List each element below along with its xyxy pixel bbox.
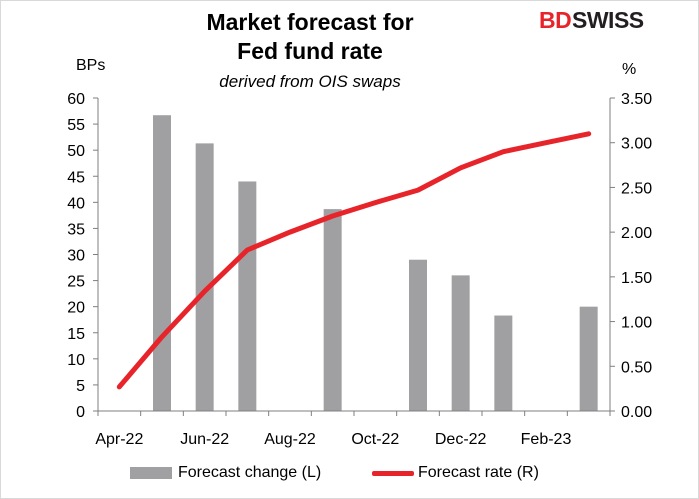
right-tick-label-1: 0.50	[621, 359, 652, 376]
right-tick-label-7: 3.50	[621, 91, 652, 108]
left-tick-label-9: 45	[67, 169, 85, 186]
legend-item-line: Forecast rate (R)	[372, 458, 539, 488]
x-tick-label-1: Jun-22	[180, 431, 229, 448]
left-tick-label-2: 10	[67, 352, 85, 369]
legend-swatch-bar	[130, 467, 172, 479]
legend-swatch-line	[372, 470, 414, 476]
chart-title-line2: Fed fund rate	[237, 38, 383, 64]
left-tick-label-0: 0	[76, 404, 85, 421]
legend-label-bars: Forecast change (L)	[178, 464, 322, 481]
right-tick-label-4: 2.00	[621, 225, 652, 242]
legend-label-line: Forecast rate (R)	[418, 464, 539, 481]
x-tick-label-4: Dec-22	[435, 431, 487, 448]
left-tick-label-10: 50	[67, 143, 85, 160]
chart-title-line1: Market forecast for	[206, 9, 414, 35]
forecast-rate-line	[116, 131, 592, 390]
right-axis-unit: %	[622, 61, 637, 78]
right-tick-label-3: 1.50	[621, 270, 652, 287]
bar-0	[153, 115, 171, 411]
chart-subtitle: derived from OIS swaps	[219, 72, 401, 91]
bar-4	[409, 259, 427, 411]
bar-6	[494, 315, 513, 411]
left-axis-unit: BPs	[76, 57, 106, 74]
right-tick-label-0: 0.00	[621, 404, 652, 421]
left-tick-label-1: 5	[76, 378, 85, 395]
right-tick-label-2: 1.00	[621, 315, 652, 332]
left-tick-label-11: 55	[67, 117, 85, 134]
legend-item-bars: Forecast change (L)	[130, 458, 321, 488]
left-tick-label-7: 35	[67, 221, 85, 238]
left-tick-label-8: 40	[67, 195, 85, 212]
x-tick-label-5: Feb-23	[521, 431, 572, 448]
bar-5	[451, 275, 470, 411]
bar-7	[579, 306, 598, 411]
bar-2	[238, 181, 257, 411]
x-tick-label-2: Aug-22	[264, 431, 316, 448]
bar-1	[195, 143, 214, 411]
left-tick-label-5: 25	[67, 274, 85, 291]
right-tick-label-5: 2.50	[621, 180, 652, 197]
left-tick-label-4: 20	[67, 300, 85, 317]
logo-text-bd: BD	[539, 7, 572, 33]
logo-text-swiss: SWISS	[572, 7, 644, 33]
left-tick-label-6: 30	[67, 248, 85, 265]
bar-3	[323, 209, 342, 411]
x-tick-label-3: Oct-22	[351, 431, 399, 448]
left-tick-label-3: 15	[67, 326, 85, 343]
right-tick-label-6: 3.00	[621, 136, 652, 153]
x-tick-label-0: Apr-22	[95, 431, 143, 448]
left-tick-label-12: 60	[67, 91, 85, 108]
